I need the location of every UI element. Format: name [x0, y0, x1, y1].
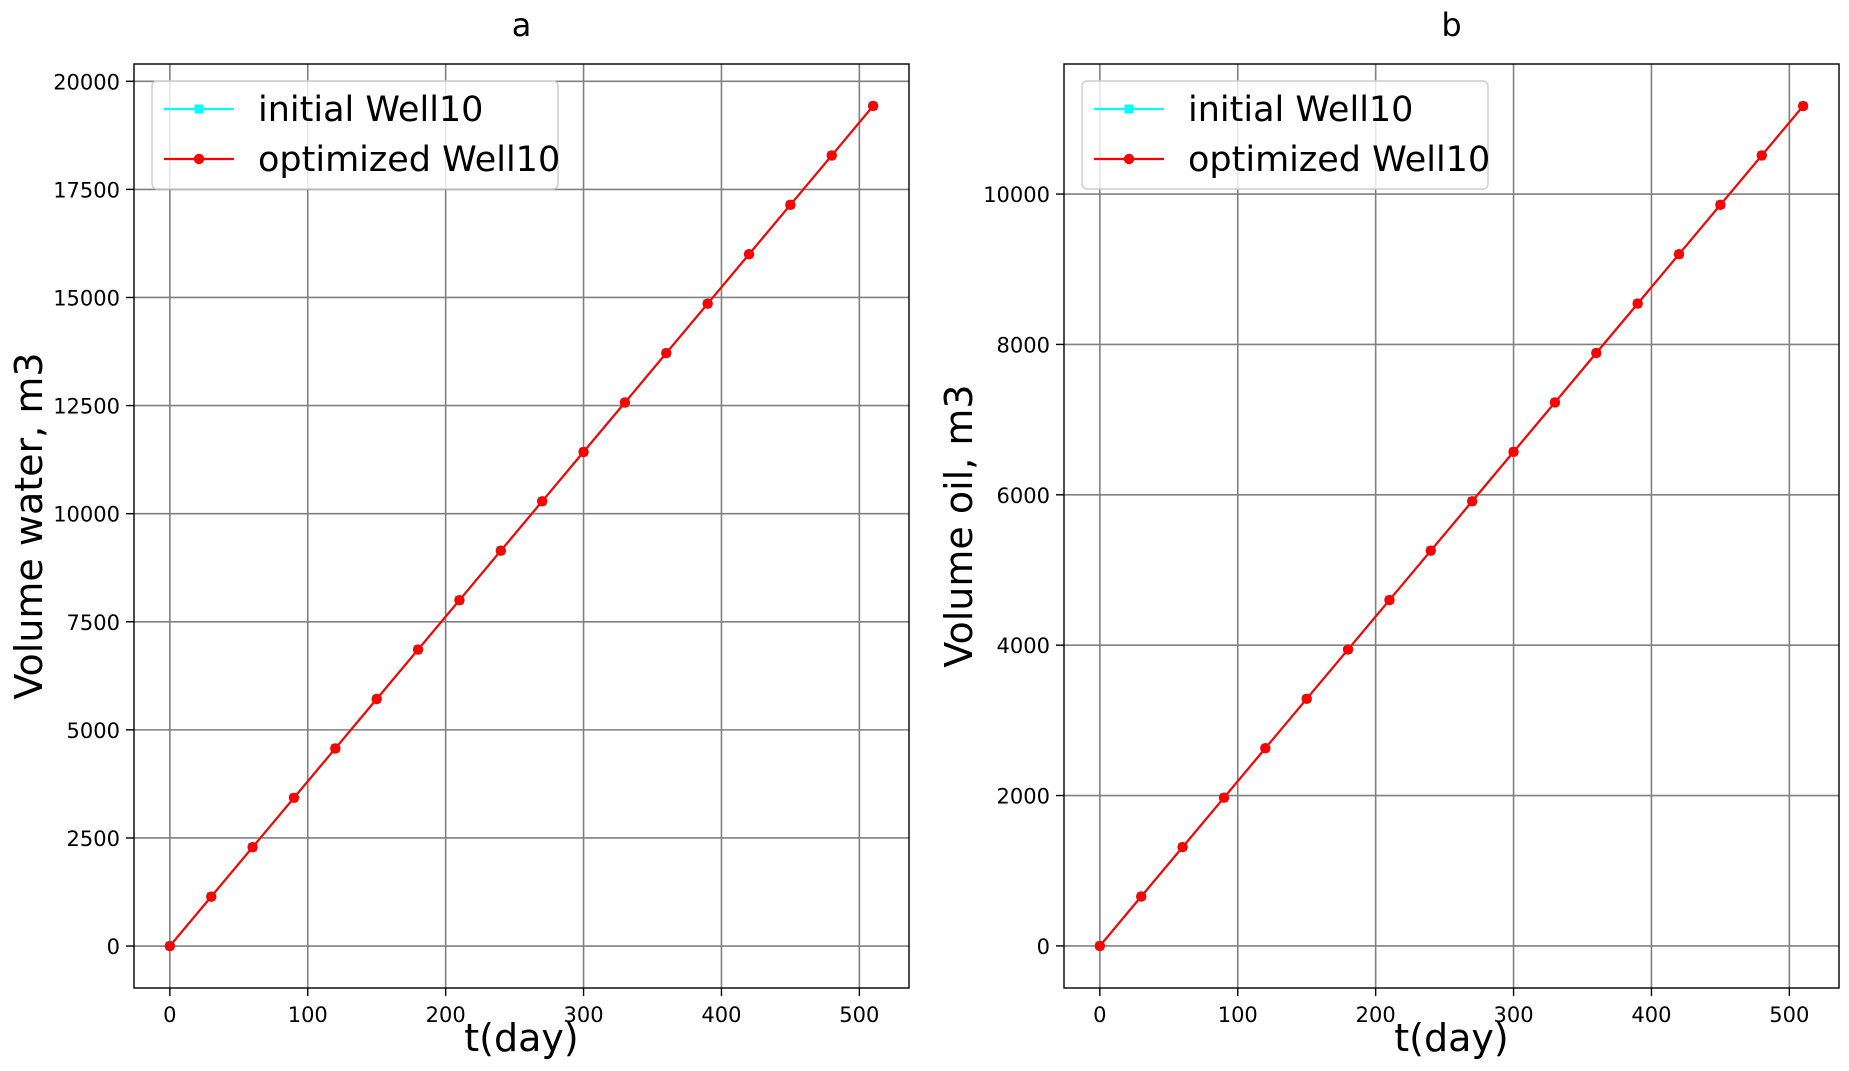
y-tick-label: 6000	[997, 484, 1050, 508]
data-point	[661, 347, 672, 359]
legend-box	[151, 80, 559, 190]
x-tick-label: 500	[1769, 1003, 1809, 1027]
legend-label-0: initial Well10	[258, 90, 483, 130]
y-tick-label: 17500	[53, 178, 120, 202]
data-point	[1797, 100, 1809, 112]
data-point	[164, 940, 176, 952]
x-axis-label: t(day)	[464, 1016, 578, 1060]
data-point	[1591, 347, 1602, 359]
x-tick-label: 300	[1494, 1003, 1534, 1027]
data-point	[1632, 298, 1643, 309]
data-point	[1260, 743, 1271, 754]
x-tick-label: 200	[1356, 1003, 1396, 1027]
data-point	[743, 249, 755, 260]
data-point	[495, 545, 507, 556]
data-point	[702, 298, 713, 309]
data-point	[619, 397, 631, 408]
data-point	[1218, 792, 1230, 803]
y-tick-label: 10000	[53, 503, 120, 527]
y-tick-label: 7500	[67, 611, 120, 635]
y-tick-label: 5000	[67, 719, 120, 743]
data-point	[1508, 446, 1519, 458]
legend-label-1: optimized Well10	[1188, 140, 1490, 180]
legend-marker-1	[193, 153, 205, 165]
x-tick-label: 400	[701, 1003, 741, 1027]
y-tick-label: 4000	[997, 634, 1050, 658]
y-axis-label: Volume oil, m3	[937, 384, 981, 667]
y-tick-label: 0	[107, 935, 120, 959]
y-tick-label: 0	[1037, 935, 1050, 959]
data-point	[330, 743, 341, 754]
y-tick-label: 10000	[983, 183, 1050, 207]
data-point	[1466, 496, 1478, 507]
data-point	[785, 199, 796, 211]
legend-label-0: initial Well10	[1188, 90, 1413, 130]
y-tick-label: 8000	[997, 333, 1050, 357]
x-tick-label: 100	[288, 1003, 328, 1027]
data-point	[206, 891, 217, 902]
data-point	[826, 150, 837, 161]
data-point	[288, 792, 300, 803]
legend-box	[1081, 80, 1489, 190]
y-axis-label: Volume water, m3	[7, 352, 51, 699]
legend-label-1: optimized Well10	[258, 140, 560, 180]
series-line-1	[169, 105, 874, 947]
x-tick-label: 0	[1093, 1003, 1106, 1027]
data-point	[1094, 940, 1106, 952]
data-point	[536, 496, 548, 507]
plot-frame	[1063, 63, 1840, 989]
data-point	[412, 644, 424, 655]
y-tick-label: 2500	[67, 827, 120, 851]
data-point	[1342, 644, 1354, 655]
legend-marker-0	[194, 104, 204, 114]
data-point	[1384, 594, 1395, 606]
x-tick-label: 200	[426, 1003, 466, 1027]
data-point	[247, 842, 258, 853]
data-point	[1425, 545, 1437, 556]
plot-frame	[133, 63, 910, 989]
legend-marker-1	[1123, 153, 1135, 165]
data-point	[371, 693, 382, 705]
series-line-1	[1099, 105, 1804, 947]
data-point	[1301, 693, 1312, 705]
data-point	[867, 100, 879, 112]
chart-title: a	[512, 6, 532, 44]
y-tick-label: 20000	[53, 70, 120, 94]
y-tick-label: 12500	[53, 395, 120, 419]
chart-title: b	[1441, 6, 1461, 44]
legend: initial Well10 optimized Well10	[151, 80, 560, 190]
legend-marker-0	[1124, 104, 1134, 114]
data-point	[1756, 150, 1767, 161]
x-tick-label: 100	[1218, 1003, 1258, 1027]
y-tick-label: 2000	[997, 785, 1050, 809]
data-point	[454, 594, 465, 606]
chart-panel-a: 0 100 200 300 400 500025005000750010000125001…	[7, 6, 910, 1060]
data-point	[578, 446, 589, 458]
x-tick-label: 300	[564, 1003, 604, 1027]
x-tick-label: 500	[839, 1003, 879, 1027]
data-point	[1136, 891, 1147, 902]
data-point	[1673, 249, 1685, 260]
x-tick-label: 400	[1631, 1003, 1671, 1027]
y-tick-label: 15000	[53, 286, 120, 310]
data-point	[1549, 397, 1561, 408]
data-point	[1177, 841, 1188, 853]
data-point	[1715, 199, 1726, 211]
x-tick-label: 0	[163, 1003, 176, 1027]
chart-panel-b: 0 100 200 300 400 500 0 2000 4000 6000 8000 10000 b t…	[937, 6, 1840, 1060]
legend: initial Well10 optimized Well10	[1081, 80, 1490, 190]
x-axis-label: t(day)	[1394, 1016, 1508, 1060]
